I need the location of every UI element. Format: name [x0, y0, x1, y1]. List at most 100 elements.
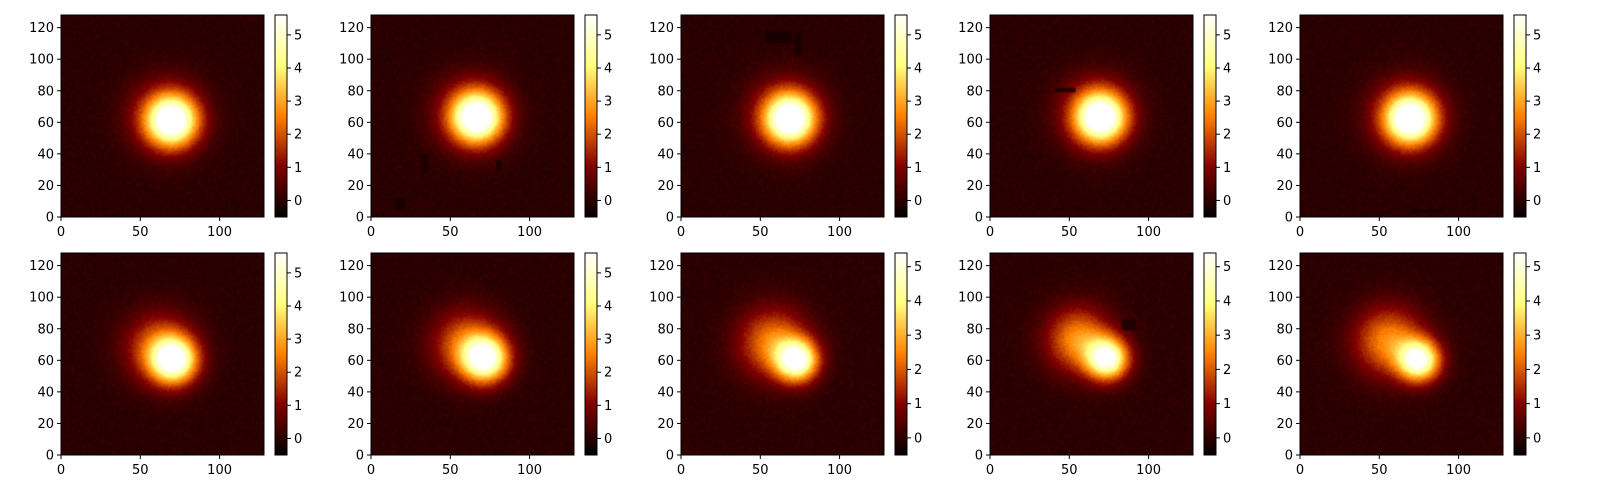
x-tick-label: 0 — [677, 463, 685, 478]
x-tick-label: 0 — [367, 225, 375, 240]
y-tick-label: 100 — [1268, 291, 1293, 306]
panel-4: 0 50 100 0 20 40 60 80 100 120 0 1 2 3 4 5 — [958, 14, 1231, 240]
colorbar-tick-label: 1 — [294, 399, 302, 414]
colorbar-tick-label: 4 — [1223, 61, 1231, 76]
axes-frame — [60, 252, 265, 456]
colorbar-tick-label: 3 — [1533, 329, 1541, 344]
x-tick-label: 50 — [1371, 463, 1388, 478]
colorbar-tick-label: 2 — [294, 128, 302, 143]
y-tick-label: 20 — [37, 417, 54, 432]
y-tick-label: 120 — [29, 21, 54, 36]
y-tick-label: 100 — [29, 53, 54, 68]
heatmap-image — [371, 15, 574, 217]
axes-frame — [989, 252, 1194, 456]
x-tick-label: 0 — [1296, 225, 1304, 240]
colorbar — [1513, 252, 1527, 456]
y-tick-label: 80 — [657, 84, 674, 99]
colorbar-tick-label: 5 — [604, 266, 612, 281]
y-tick-label: 40 — [657, 385, 674, 400]
y-tick-label: 20 — [966, 417, 983, 432]
colorbar-tick-label: 4 — [604, 299, 612, 314]
x-tick-label: 50 — [442, 225, 459, 240]
x-tick-label: 100 — [1446, 225, 1471, 240]
heatmap-image — [990, 15, 1193, 217]
colorbar-tick-label: 0 — [604, 432, 612, 447]
y-tick-label: 100 — [29, 291, 54, 306]
colorbar-tick-label: 1 — [294, 161, 302, 176]
panel-1: 0 50 100 0 20 40 60 80 100 120 0 1 2 3 4 5 — [29, 14, 302, 240]
colorbar-tick-label: 2 — [914, 363, 922, 378]
axes-frame — [680, 14, 885, 218]
heatmap-image — [681, 253, 884, 455]
x-tick-label: 100 — [1136, 225, 1161, 240]
x-tick-label: 0 — [986, 225, 994, 240]
y-tick-label: 80 — [37, 322, 54, 337]
x-tick-label: 0 — [1296, 463, 1304, 478]
colorbar-tick-label: 3 — [914, 329, 922, 344]
y-tick-label: 0 — [356, 449, 364, 464]
y-tick-label: 0 — [1285, 449, 1293, 464]
colorbar-tick-label: 4 — [294, 299, 302, 314]
colorbar-tick-label: 1 — [914, 161, 922, 176]
y-tick-label: 40 — [347, 147, 364, 162]
panel-6: 0 50 100 0 20 40 60 80 100 120 0 1 2 3 4 5 — [29, 252, 302, 478]
colorbar-tick-label: 0 — [1223, 431, 1231, 446]
y-tick-label: 20 — [37, 179, 54, 194]
colorbar-tick-label: 3 — [1533, 95, 1541, 110]
y-tick-label: 80 — [37, 84, 54, 99]
y-tick-label: 60 — [37, 354, 54, 369]
colorbar-tick-label: 5 — [1533, 28, 1541, 43]
colorbar-tick-label: 5 — [1223, 28, 1231, 43]
y-tick-label: 20 — [657, 179, 674, 194]
y-tick-label: 40 — [966, 147, 983, 162]
y-tick-label: 120 — [1268, 259, 1293, 274]
panel-5: 0 50 100 0 20 40 60 80 100 120 0 1 2 3 4 5 — [1268, 14, 1541, 240]
colorbar-tick-label: 1 — [604, 399, 612, 414]
y-tick-label: 100 — [649, 291, 674, 306]
x-tick-label: 100 — [207, 463, 232, 478]
y-tick-label: 40 — [37, 147, 54, 162]
panel-3: 0 50 100 0 20 40 60 80 100 120 0 1 2 3 4 5 — [649, 14, 922, 240]
colorbar-tick-label: 3 — [604, 333, 612, 348]
y-tick-label: 100 — [649, 53, 674, 68]
y-tick-label: 0 — [975, 211, 983, 226]
y-tick-label: 100 — [1268, 53, 1293, 68]
x-tick-label: 50 — [132, 463, 149, 478]
colorbar-tick-label: 0 — [914, 194, 922, 209]
y-tick-label: 80 — [966, 84, 983, 99]
colorbar-tick-label: 5 — [914, 28, 922, 43]
y-tick-label: 80 — [966, 322, 983, 337]
y-tick-label: 60 — [966, 116, 983, 131]
axes-frame — [1299, 252, 1504, 456]
y-tick-label: 120 — [339, 21, 364, 36]
colorbar-tick-label: 2 — [294, 366, 302, 381]
y-tick-label: 20 — [347, 179, 364, 194]
x-tick-label: 0 — [677, 225, 685, 240]
x-tick-label: 50 — [752, 225, 769, 240]
colorbar-tick-label: 0 — [1533, 431, 1541, 446]
colorbar-tick-label: 1 — [1533, 397, 1541, 412]
y-tick-label: 60 — [37, 116, 54, 131]
heatmap-image — [371, 253, 574, 455]
colorbar-tick-label: 3 — [604, 95, 612, 110]
x-tick-label: 50 — [132, 225, 149, 240]
axes-frame — [1299, 14, 1504, 218]
colorbar-tick-label: 2 — [914, 128, 922, 143]
panel-10: 0 50 100 0 20 40 60 80 100 120 0 1 2 3 4 5 — [1268, 252, 1541, 478]
axes-frame — [370, 14, 575, 218]
y-tick-label: 100 — [958, 291, 983, 306]
colorbar — [894, 252, 908, 456]
x-tick-label: 100 — [827, 463, 852, 478]
colorbar-tick-label: 2 — [1533, 128, 1541, 143]
axes-frame — [60, 14, 265, 218]
y-tick-label: 60 — [347, 116, 364, 131]
colorbar-tick-label: 5 — [604, 28, 612, 43]
y-tick-label: 80 — [347, 84, 364, 99]
axes-frame — [370, 252, 575, 456]
y-tick-label: 40 — [966, 385, 983, 400]
colorbar-tick-label: 1 — [1223, 397, 1231, 412]
colorbar-tick-label: 2 — [604, 128, 612, 143]
colorbar-tick-label: 3 — [1223, 95, 1231, 110]
x-tick-label: 0 — [986, 463, 994, 478]
